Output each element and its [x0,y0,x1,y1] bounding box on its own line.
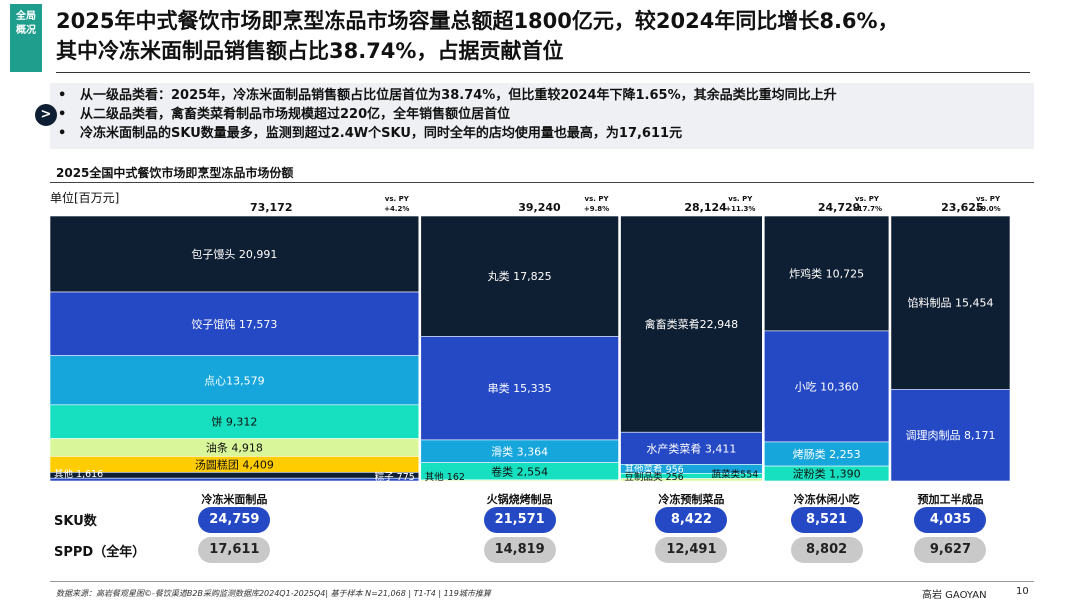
segment-label: 汤圆糕团 4,409 [195,457,274,471]
page-number: 10 [1016,586,1029,597]
column-category-label: 冷冻预制菜品 [658,493,725,506]
segment-bar [49,477,420,482]
column-category-label: 预加工半成品 [917,493,984,506]
segment-label: 包子馒头 20,991 [191,248,277,261]
growth-label: +9.0% [975,205,1000,213]
sppd-value-pill: 9,627 [914,537,987,563]
sppd-value-pill: 12,491 [655,537,728,563]
column-total-label: 24,729 [818,201,860,214]
segment-label: 油条 4,918 [206,440,263,454]
sku-value-pill: 8,521 [790,507,863,533]
segment-label: 串类 15,335 [488,381,552,395]
brand-label: 高岩 GAOYAN [922,590,987,601]
column-category-label: 冷冻休闲小吃 [793,493,860,506]
vs-py-label: vs. PY [585,195,610,203]
section-tag-line1: 全局 [16,11,36,22]
segment-bar [49,215,420,293]
sppd-row-label: SPPD（全年） [54,545,146,560]
segment-bar [620,478,763,482]
summary-list: 从一级品类看：2025年，冷冻米面制品销售额占比位居首位为38.74%，但比重较… [50,83,1034,143]
segment-bar [420,479,619,482]
segment-label: 淀粉类 1,390 [793,467,861,481]
section-tag-line2: 概况 [16,25,36,36]
chart-title: 2025全国中式餐饮市场即烹型冻品市场份额 [56,166,294,180]
column-total-label: 23,625 [941,201,983,214]
summary-bullet: 冷冻米面制品的SKU数量最多，监测到超过2.4W个SKU，同时全年的店均使用量也… [58,124,1034,143]
summary-box: 从一级品类看：2025年，冷冻米面制品销售额占比位居首位为38.74%，但比重较… [50,83,1034,149]
sku-value-pill: 21,571 [483,507,556,533]
segment-label: 其他 1,616 [54,468,103,480]
segment-label: 馅料制品 15,454 [907,296,993,310]
segment-label: 豆制品类 256 [625,471,684,483]
segment-bar [420,215,619,337]
segment-bar [49,355,420,406]
chevron-right-icon[interactable]: > [35,104,57,126]
column-total-label: 28,124 [684,201,727,214]
segment-bar [763,441,890,467]
segment-bar [620,431,763,465]
column-total-label: 73,172 [250,201,292,214]
sppd-value-pill: 17,611 [198,537,271,563]
chart-title-divider [50,182,1034,183]
growth-label: +4.2% [384,205,409,213]
vs-py-label: vs. PY [385,195,410,203]
segment-bar [890,389,1011,482]
growth-label: +17.7% [852,205,882,213]
vs-py-label: vs. PY [976,195,1001,203]
page-title: 2025年中式餐饮市场即烹型冻品市场容量总额超1800亿元，较2024年同比增长… [56,6,1066,66]
sku-value-pill: 8,422 [655,507,728,533]
column-category-label: 火锅烧烤制品 [486,493,553,506]
page-title-line2: 其中冷冻米面制品销售额占比38.74%，占据贡献首位 [56,39,564,63]
sku-row-label: SKU数 [54,514,97,529]
summary-bullet: 从二级品类看，禽畜类菜肴制品市场规模超过220亿，全年销售额位居首位 [58,105,1034,124]
segment-label: 炸鸡类 10,725 [789,266,864,280]
source-note: 数据来源：高岩餐观星图©-餐饮渠道B2B采购监测数据库2024Q1-2025Q4… [56,589,491,598]
segment-label: 蔬菜类554 [712,469,759,481]
sppd-value-pill: 14,819 [483,537,556,563]
segment-bar [890,215,1011,390]
growth-label: +9.8% [584,205,609,213]
segment-label: 饼 9,312 [211,415,257,429]
segment-label: 滑类 3,364 [491,444,548,458]
segment-label: 调理肉制品 8,171 [905,429,995,442]
column-category-label: 冷冻米面制品 [201,493,268,506]
segment-label: 其他 162 [425,471,465,483]
sppd-value-pill: 8,802 [790,537,863,563]
segment-bar [763,330,890,443]
title-divider [56,72,1030,73]
sku-value-pill: 4,035 [914,507,987,533]
section-tag: 全局 概况 [10,4,42,72]
segment-bar [420,336,619,441]
segment-bar [49,291,420,356]
growth-label: +11.3% [725,205,755,213]
summary-bullet: 从一级品类看：2025年，冷冻米面制品销售额占比位居首位为38.74%，但比重较… [58,86,1034,105]
segment-label: 粽子 775 [375,471,415,483]
unit-label: 单位[百万元] [50,190,119,205]
segment-label: 丸类 17,825 [488,269,552,283]
footer-divider [50,581,1034,582]
segment-label: 点心13,579 [204,374,265,387]
segment-bar [49,404,420,439]
sku-value-pill: 24,759 [198,507,271,533]
vs-py-label: vs. PY [855,195,880,203]
column-total-label: 39,240 [518,201,561,214]
segment-bar [763,215,890,332]
segment-bar [620,215,763,433]
segment-bar [49,472,420,479]
segment-label: 禽畜类菜肴22,948 [645,317,739,331]
page-title-line1: 2025年中式餐饮市场即烹型冻品市场容量总额超1800亿元，较2024年同比增长… [56,9,899,33]
segment-label: 小吃 10,360 [795,380,859,393]
segment-label: 卷类 2,554 [491,464,548,478]
segment-label: 其他菜肴 956 [625,463,684,475]
segment-label: 烤肠类 2,253 [793,447,861,461]
segment-label: 饺子馄饨 17,573 [191,317,277,331]
segment-label: 水产类菜肴 3,411 [646,441,736,455]
vs-py-label: vs. PY [728,195,753,203]
segment-bar [763,465,890,482]
